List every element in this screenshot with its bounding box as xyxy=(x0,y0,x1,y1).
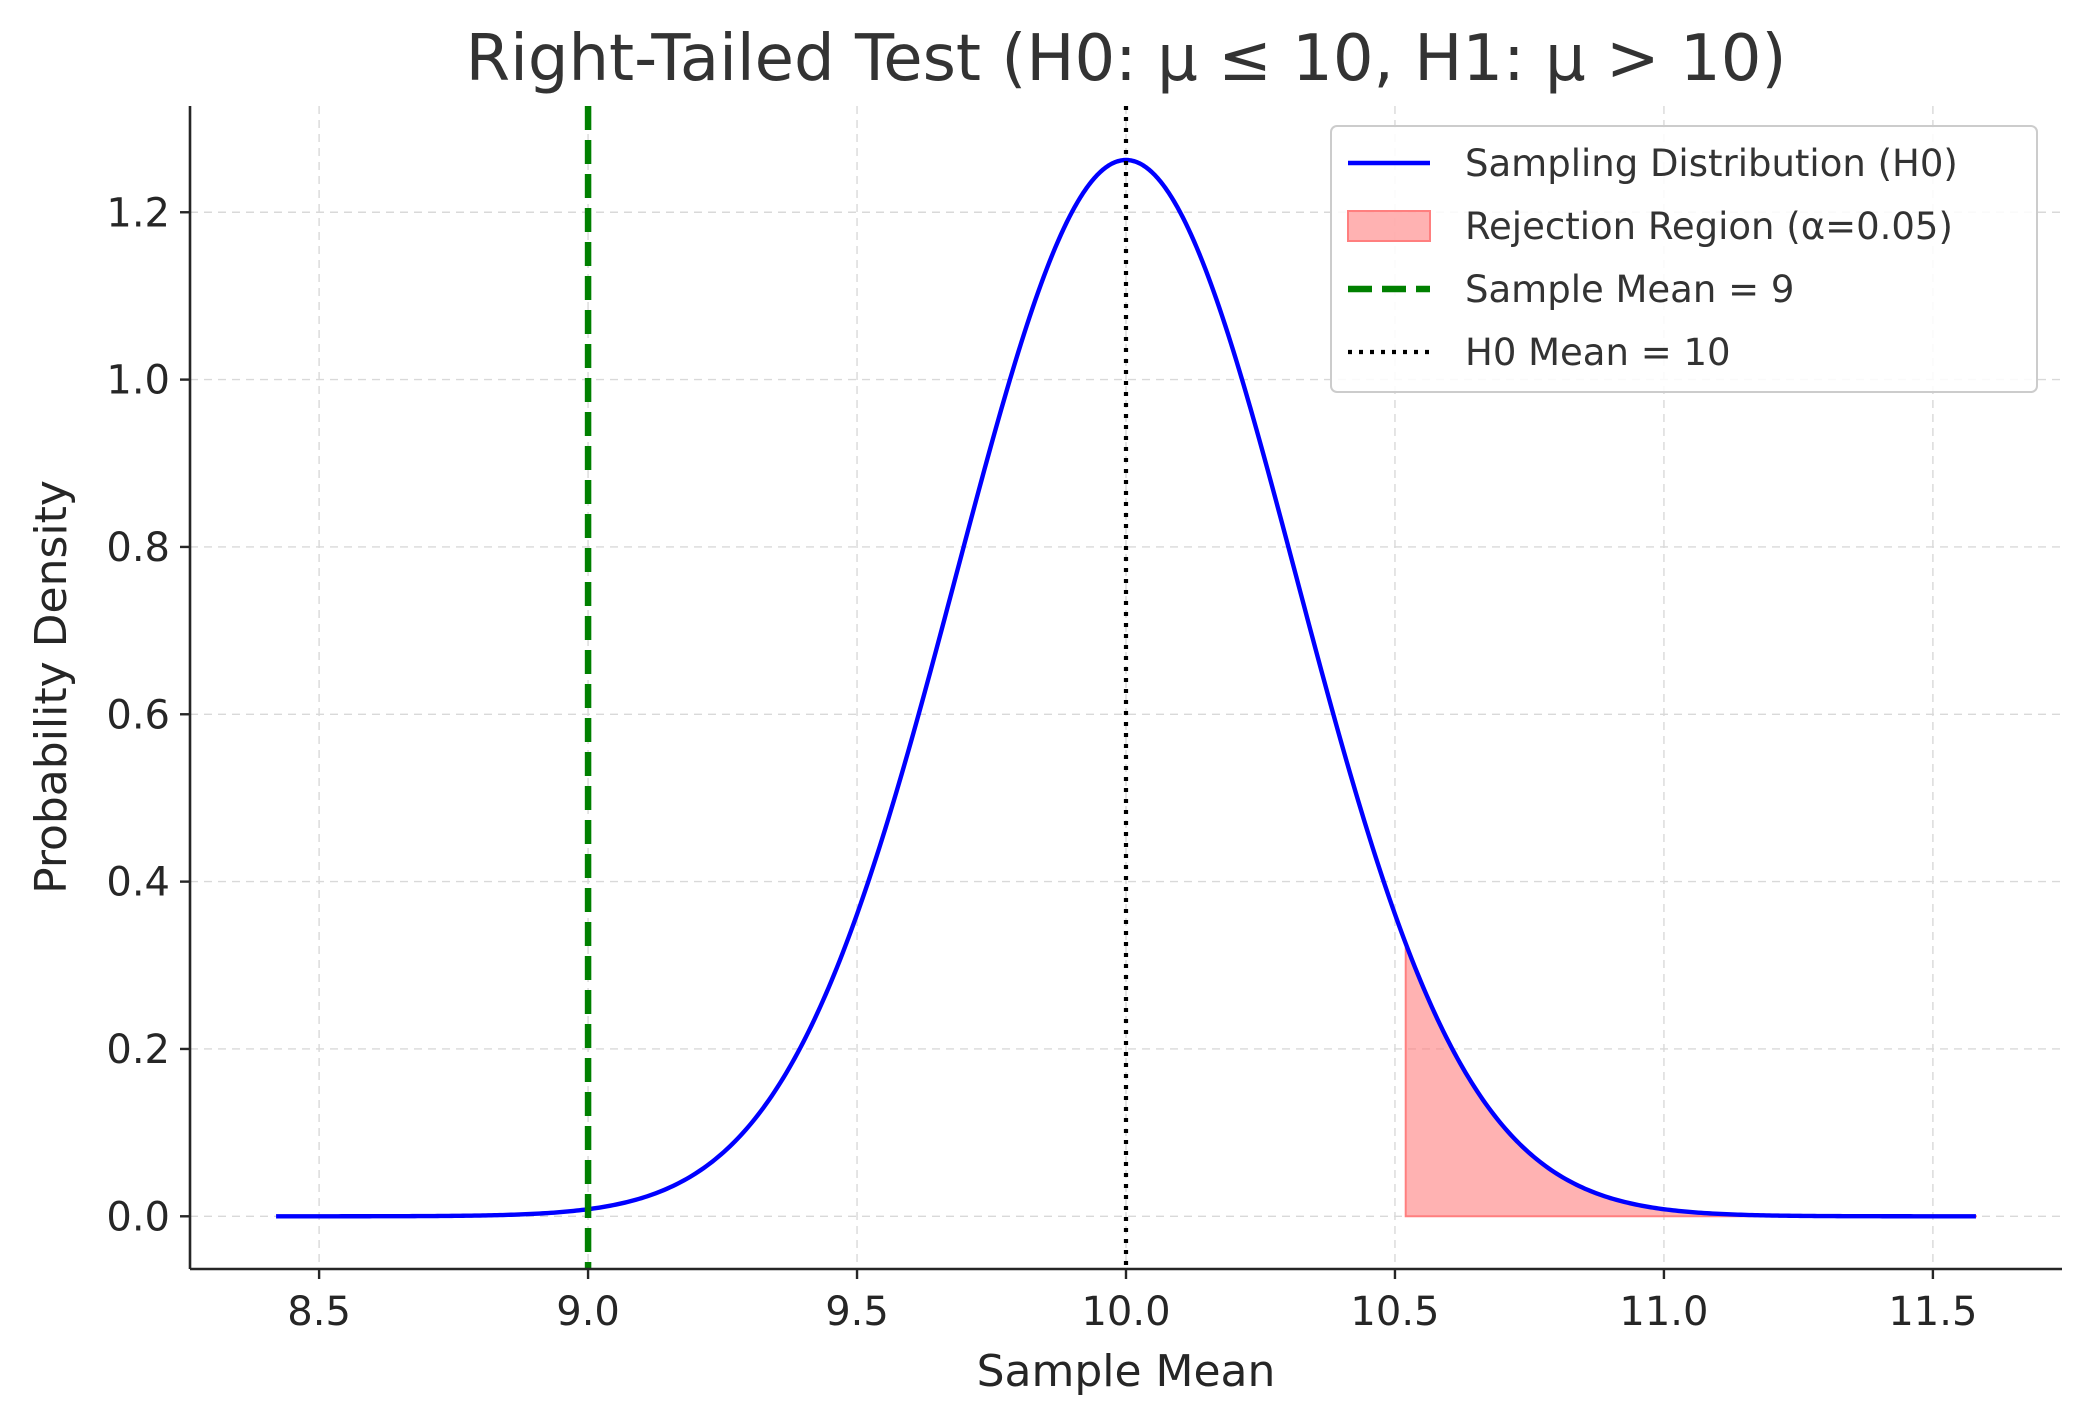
y-axis-label: Probability Density xyxy=(26,480,77,894)
legend-box xyxy=(1330,125,2038,393)
x-tick-label: 11.5 xyxy=(1888,1289,1977,1335)
rejection-region-area xyxy=(1404,943,1977,1218)
x-tick-label: 8.5 xyxy=(287,1289,351,1335)
x-tick-label: 11.0 xyxy=(1619,1289,1708,1335)
legend-swatch-rejection-region xyxy=(1347,210,1431,242)
x-axis-label: Sample Mean xyxy=(977,1346,1276,1397)
chart-title: Right-Tailed Test (H0: μ ≤ 10, H1: μ > 1… xyxy=(466,22,1787,96)
y-tick-label: 0.6 xyxy=(106,692,170,738)
y-ticks: 0.0 0.2 0.4 0.6 0.8 1.0 1.2 xyxy=(106,190,190,1240)
x-ticks: 8.5 9.0 9.5 10.0 10.5 11.0 11.5 xyxy=(287,1269,1977,1335)
x-tick-label: 10.0 xyxy=(1081,1289,1170,1335)
x-tick-label: 10.5 xyxy=(1350,1289,1439,1335)
y-tick-label: 0.4 xyxy=(106,860,170,906)
x-tick-label: 9.5 xyxy=(825,1289,889,1335)
x-tick-label: 9.0 xyxy=(556,1289,620,1335)
legend-label: Sample Mean = 9 xyxy=(1465,268,1794,311)
legend: Sampling Distribution (H0) Rejection Regi… xyxy=(1330,125,2038,393)
y-tick-label: 1.0 xyxy=(106,358,170,404)
y-tick-label: 0.2 xyxy=(106,1027,170,1073)
sampling-distribution-curve xyxy=(276,157,1976,1219)
legend-label: H0 Mean = 10 xyxy=(1465,331,1731,374)
legend-label: Rejection Region (α=0.05) xyxy=(1465,205,1953,248)
y-tick-label: 0.8 xyxy=(106,525,170,571)
y-tick-label: 1.2 xyxy=(106,190,170,236)
plot-area xyxy=(276,106,1977,1269)
legend-label: Sampling Distribution (H0) xyxy=(1465,142,1958,185)
y-tick-label: 0.0 xyxy=(106,1194,170,1240)
